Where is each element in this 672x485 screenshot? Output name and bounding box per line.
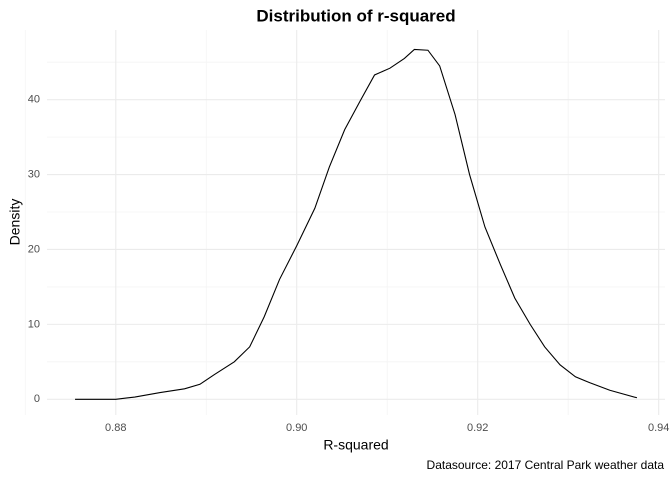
y-tick-label: 40 <box>28 94 40 106</box>
caption: Datasource: 2017 Central Park weather da… <box>427 458 665 472</box>
y-tick-label: 20 <box>28 243 40 255</box>
y-axis-label: Density <box>7 199 23 246</box>
x-tick-label: 0.94 <box>648 422 669 434</box>
y-tick-label: 10 <box>28 318 40 330</box>
x-axis-label: R-squared <box>323 437 388 453</box>
x-tick-label: 0.88 <box>105 422 126 434</box>
density-line <box>75 48 638 400</box>
y-tick-label: 30 <box>28 168 40 180</box>
y-tick-label: 0 <box>34 393 40 405</box>
x-tick-label: 0.90 <box>286 422 307 434</box>
chart-title: Distribution of r-squared <box>256 6 455 25</box>
x-tick-label: 0.92 <box>467 422 488 434</box>
